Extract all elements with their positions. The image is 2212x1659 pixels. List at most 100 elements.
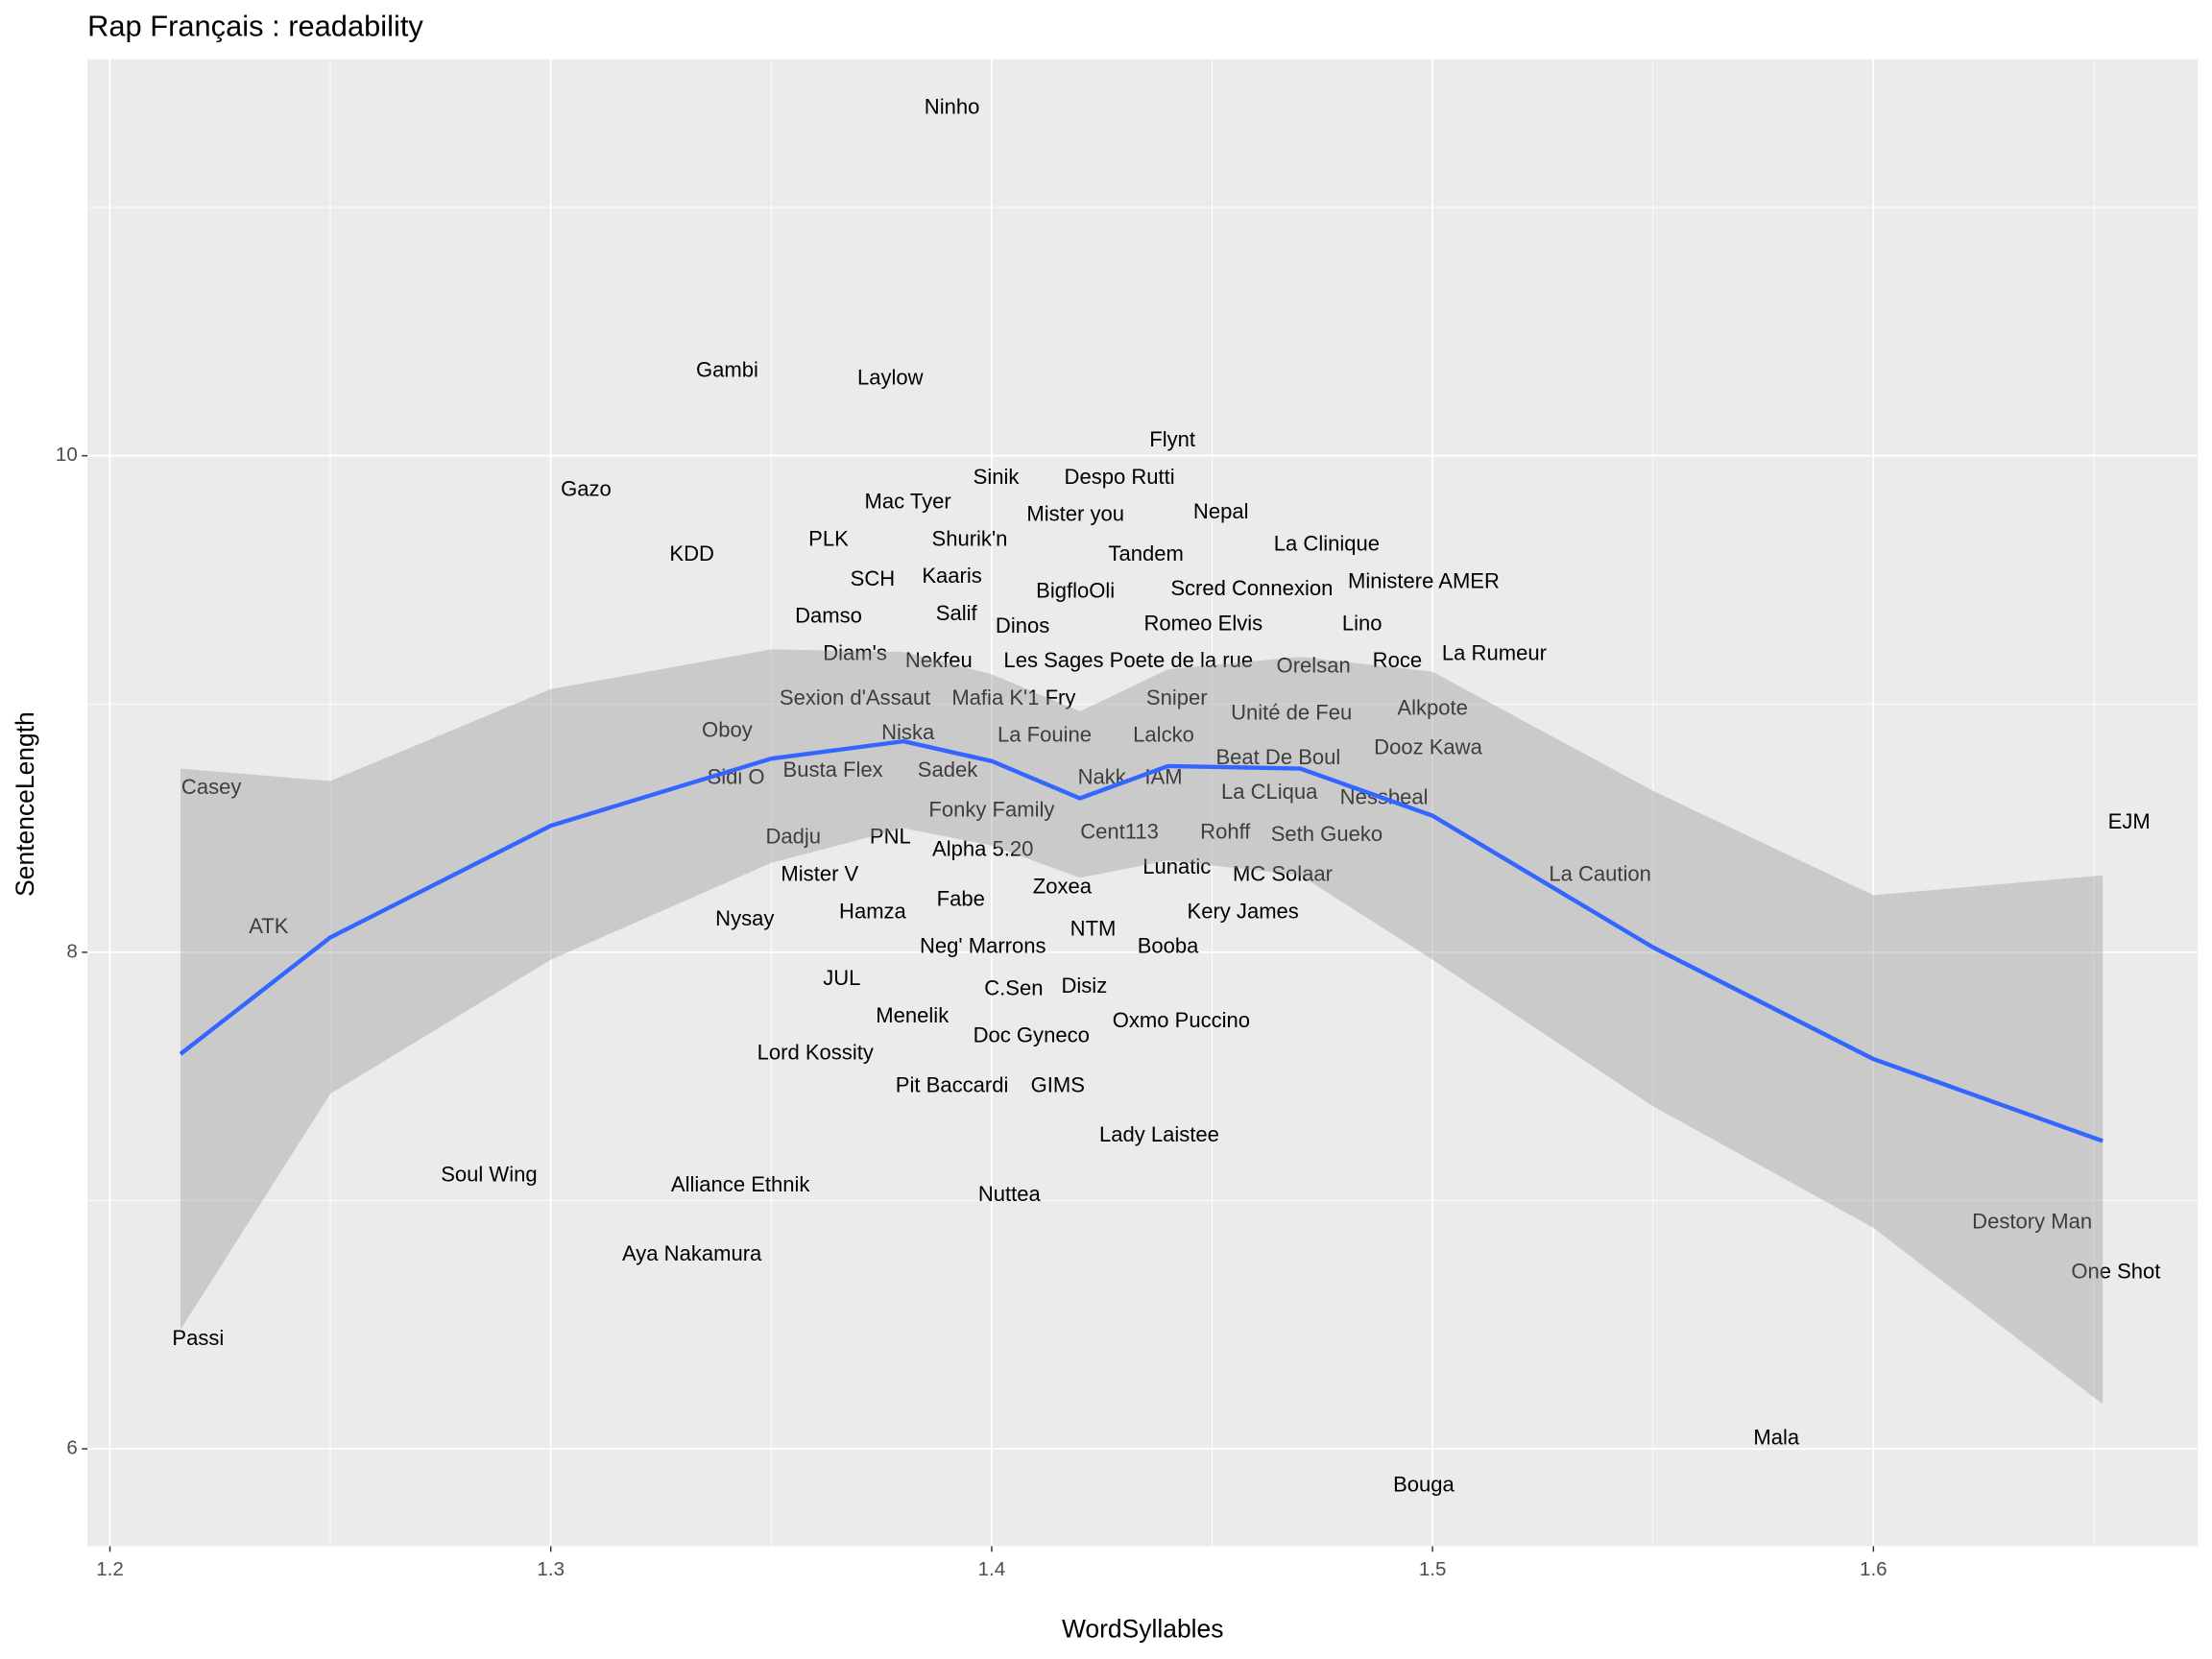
point-label: Lalcko xyxy=(1133,723,1194,747)
point-label: MC Solaar xyxy=(1233,862,1333,886)
point-label: Ninho xyxy=(925,94,980,118)
point-label: Alliance Ethnik xyxy=(671,1172,810,1196)
point-label: NTM xyxy=(1070,916,1117,940)
point-label: Dinos xyxy=(996,613,1049,637)
point-label: Soul Wing xyxy=(441,1162,537,1186)
point-label: GIMS xyxy=(1031,1072,1085,1096)
point-label: Kaaris xyxy=(922,564,981,588)
point-label: Fabe xyxy=(937,886,985,910)
point-label: Sadek xyxy=(918,757,978,781)
point-label: Gazo xyxy=(561,477,612,501)
point-label: Sniper xyxy=(1146,685,1208,709)
point-label: C.Sen xyxy=(984,976,1043,1000)
point-label: Booba xyxy=(1138,934,1199,958)
y-tick-label: 8 xyxy=(66,940,77,962)
x-tick-label: 1.2 xyxy=(96,1558,124,1580)
x-tick-label: 1.6 xyxy=(1860,1558,1887,1580)
point-label: Cent113 xyxy=(1080,820,1159,844)
point-label: Nuttea xyxy=(978,1182,1042,1206)
point-label: JUL xyxy=(823,966,860,990)
point-label: PLK xyxy=(808,526,849,550)
point-label: Lord Kossity xyxy=(757,1041,874,1065)
point-label: Lino xyxy=(1342,611,1382,635)
point-label: Alpha 5.20 xyxy=(932,837,1033,861)
point-label: Dooz Kawa xyxy=(1374,735,1482,759)
point-label: Mister you xyxy=(1026,502,1124,526)
point-label: Romeo Elvis xyxy=(1144,611,1263,635)
point-label: Diam's xyxy=(823,640,887,664)
chart-title: Rap Français : readability xyxy=(87,10,423,43)
x-axis-title: WordSyllables xyxy=(1062,1615,1224,1644)
point-label: Oboy xyxy=(702,718,753,742)
point-label: Tandem xyxy=(1108,541,1183,565)
point-label: Dadju xyxy=(765,825,821,849)
point-label: Despo Rutti xyxy=(1065,465,1175,489)
point-label: Passi xyxy=(172,1326,224,1350)
x-tick-label: 1.4 xyxy=(978,1558,1006,1580)
y-tick-label: 6 xyxy=(66,1437,77,1459)
point-label: Oxmo Puccino xyxy=(1113,1008,1250,1032)
point-label: Disiz xyxy=(1061,974,1107,998)
point-label: Hamza xyxy=(839,899,907,923)
point-label: La CLiqua xyxy=(1221,780,1318,804)
point-label: La Fouine xyxy=(998,723,1092,747)
smooth-line xyxy=(179,738,2104,1143)
point-label: Menelik xyxy=(876,1003,950,1027)
point-label: Aya Nakamura xyxy=(622,1241,762,1265)
point-label: Destory Man xyxy=(1972,1210,2092,1234)
point-label: Les Sages Poete de la rue xyxy=(1003,648,1253,672)
point-label: Scred Connexion xyxy=(1170,576,1333,600)
point-label: KDD xyxy=(669,541,714,565)
point-label: PNL xyxy=(870,825,911,849)
point-label: Kery James xyxy=(1188,899,1299,923)
point-label: ATK xyxy=(249,914,289,938)
point-label: Nepal xyxy=(1193,499,1249,523)
point-label: Casey xyxy=(181,775,241,799)
point-label: Neg' Marrons xyxy=(920,934,1046,958)
y-axis-title: SentenceLength xyxy=(11,711,39,897)
point-label: EJM xyxy=(2108,809,2151,833)
point-label: Alkpote xyxy=(1397,695,1467,719)
point-label: Gambi xyxy=(696,358,758,382)
point-label: Mister V xyxy=(781,862,858,886)
point-label: Shurik'n xyxy=(932,526,1008,550)
point-label: Bouga xyxy=(1393,1473,1455,1497)
confidence-band xyxy=(180,649,2104,1405)
point-label: Sexion d'Assaut xyxy=(780,685,930,709)
point-label: Nekfeu xyxy=(905,648,973,672)
point-label: Roce xyxy=(1373,648,1422,672)
point-label: Laylow xyxy=(857,365,924,389)
point-label: Lady Laistee xyxy=(1099,1122,1219,1146)
point-label: La Rumeur xyxy=(1442,640,1547,664)
point-label: Sinik xyxy=(974,465,1021,489)
point-label: Rohff xyxy=(1200,820,1251,844)
point-label: One Shot xyxy=(2071,1259,2160,1283)
point-label: La Caution xyxy=(1549,862,1651,886)
point-label: Mafia K'1 Fry xyxy=(951,685,1075,709)
point-label: Doc Gyneco xyxy=(974,1023,1090,1047)
point-label: Damso xyxy=(795,604,862,628)
x-tick-label: 1.5 xyxy=(1419,1558,1447,1580)
point-label: Salif xyxy=(936,601,978,625)
point-label: Lunatic xyxy=(1142,854,1211,878)
point-label: Unité de Feu xyxy=(1231,700,1352,724)
point-label: La Clinique xyxy=(1274,532,1380,556)
panel xyxy=(87,59,2199,1547)
point-label: Busta Flex xyxy=(783,757,883,781)
point-label: Flynt xyxy=(1149,427,1195,451)
y-tick-label: 10 xyxy=(56,444,78,466)
point-label: Pit Baccardi xyxy=(896,1072,1009,1096)
point-label: Nysay xyxy=(715,906,774,930)
point-label: Mala xyxy=(1753,1426,1799,1450)
point-label: Beat De Boul xyxy=(1215,745,1340,769)
point-label: SCH xyxy=(851,566,896,590)
x-tick-label: 1.3 xyxy=(537,1558,565,1580)
point-label: Seth Gueko xyxy=(1271,822,1382,846)
point-label: Fonky Family xyxy=(928,797,1054,821)
point-label: BigfloOli xyxy=(1036,579,1115,603)
point-label: Ministere AMER xyxy=(1348,568,1500,592)
point-label: Mac Tyer xyxy=(865,490,951,514)
point-label: Orelsan xyxy=(1277,653,1351,677)
